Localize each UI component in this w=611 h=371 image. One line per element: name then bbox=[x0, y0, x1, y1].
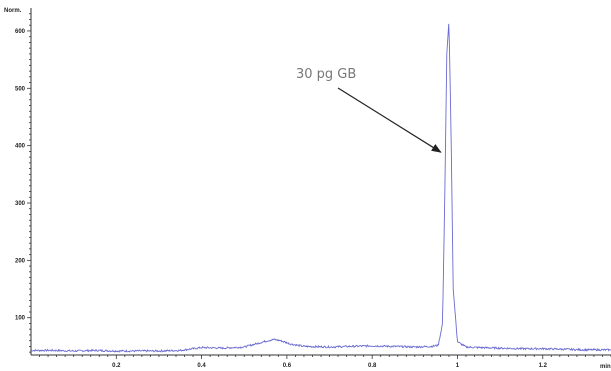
y-tick-label: 300 bbox=[15, 201, 26, 207]
series-layer bbox=[30, 23, 611, 353]
y-tick-label: 500 bbox=[15, 86, 26, 92]
y-tick-label: 100 bbox=[15, 316, 26, 322]
x-tick-label: 0.4 bbox=[197, 363, 206, 369]
y-tick-label: 400 bbox=[15, 144, 26, 150]
y-axis-ticks: 100 200 300 400 500 600 bbox=[15, 13, 31, 353]
y-axis-label: Norm. bbox=[4, 8, 22, 14]
annotations: 30 pg GB bbox=[296, 67, 442, 153]
x-axis-ticks: 0.2 0.4 0.6 0.8 1 1.2 bbox=[39, 355, 611, 369]
x-tick-label: 1.2 bbox=[539, 363, 548, 369]
x-axis-label: min bbox=[600, 364, 611, 370]
series-line bbox=[30, 23, 611, 353]
x-tick-label: 1 bbox=[456, 363, 460, 369]
annotation-label: 30 pg GB bbox=[296, 67, 356, 82]
y-tick-label: 600 bbox=[15, 29, 26, 35]
annotation-arrow bbox=[337, 87, 442, 153]
x-tick-label: 0.6 bbox=[283, 363, 292, 369]
x-tick-label: 0.2 bbox=[112, 363, 121, 369]
x-tick-label: 0.8 bbox=[368, 363, 377, 369]
y-tick-label: 200 bbox=[15, 258, 26, 264]
